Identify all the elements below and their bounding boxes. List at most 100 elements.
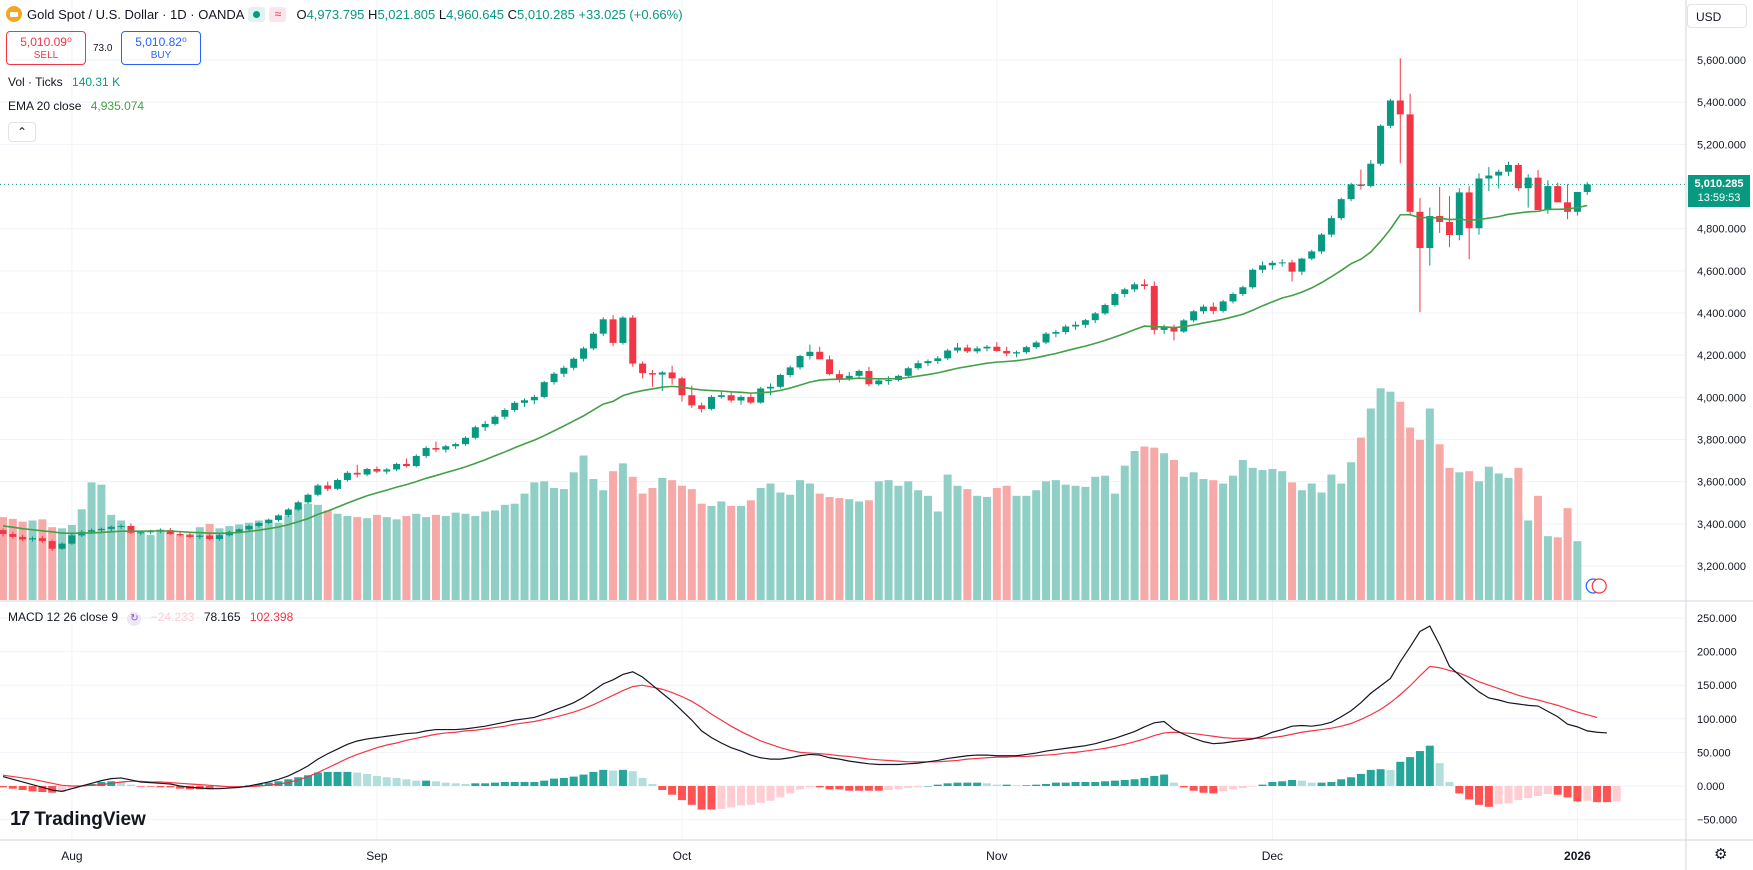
volume-bar bbox=[353, 517, 362, 600]
macd-histogram-bar bbox=[874, 786, 883, 791]
candle-body bbox=[1259, 265, 1267, 270]
volume-bar bbox=[1189, 472, 1198, 600]
candle-body bbox=[1032, 342, 1040, 348]
macd-histogram-bar bbox=[97, 781, 106, 786]
volume-bar bbox=[1120, 465, 1129, 600]
macd-histogram-bar bbox=[648, 783, 657, 786]
macd-histogram-bar bbox=[904, 786, 913, 789]
volume-bar bbox=[1415, 439, 1424, 600]
event-flag-icon bbox=[1591, 578, 1607, 594]
macd-histogram-bar bbox=[48, 786, 57, 793]
macd-histogram-bar bbox=[1563, 786, 1572, 798]
candle-body bbox=[88, 530, 96, 532]
macd-histogram-bar bbox=[1366, 769, 1375, 786]
candle-body bbox=[1199, 306, 1207, 312]
time-tick-label: Dec bbox=[1262, 849, 1283, 863]
volume-bar bbox=[1297, 490, 1306, 600]
candle-body bbox=[944, 350, 952, 359]
macd-histogram-bar bbox=[451, 783, 460, 786]
volume-bar bbox=[1081, 486, 1090, 600]
volume-bar bbox=[87, 482, 96, 600]
candle-body bbox=[501, 409, 509, 417]
macd-histogram-bar bbox=[786, 786, 795, 794]
tradingview-logo[interactable]: 17 TradingView bbox=[10, 808, 146, 831]
candle-body bbox=[402, 463, 410, 467]
sell-label: SELL bbox=[33, 50, 59, 61]
macd-histogram-bar bbox=[914, 786, 923, 788]
candle-body bbox=[324, 485, 332, 489]
candle-body bbox=[1131, 284, 1139, 290]
candle-body bbox=[737, 396, 745, 401]
volume-bar bbox=[1258, 470, 1267, 600]
volume-bar bbox=[786, 494, 795, 600]
candle-body bbox=[1436, 216, 1444, 222]
macd-histogram-bar bbox=[1248, 786, 1257, 787]
macd-histogram-bar bbox=[1120, 779, 1129, 786]
close-value: 5,010.285 bbox=[517, 6, 575, 22]
macd-label: MACD 12 26 close 9 bbox=[8, 610, 119, 624]
macd-histogram-bar bbox=[1356, 773, 1365, 786]
delayed-data-icon[interactable]: ≈ bbox=[269, 6, 287, 22]
candle-body bbox=[284, 509, 292, 516]
macd-histogram-bar bbox=[520, 781, 529, 786]
candle-body bbox=[1465, 192, 1473, 229]
macd-legend[interactable]: MACD 12 26 close 9 ↻ −24.233 78.165 102.… bbox=[8, 610, 293, 626]
price-tick-label: 3,400.000 bbox=[1697, 519, 1746, 531]
ema-label: EMA 20 close bbox=[8, 99, 82, 113]
volume-bar bbox=[363, 518, 372, 600]
chevron-up-icon[interactable]: ⌃ bbox=[8, 122, 36, 142]
candle-body bbox=[1583, 184, 1591, 192]
change-value: +33.025 (+0.66%) bbox=[578, 6, 683, 22]
settings-icon[interactable]: ⚙ bbox=[1714, 846, 1728, 863]
symbol-title[interactable]: Gold Spot / U.S. Dollar · 1D · OANDA bbox=[27, 6, 245, 22]
candle-body bbox=[1554, 186, 1562, 203]
macd-histogram-bar bbox=[1337, 779, 1346, 786]
volume-legend[interactable]: Vol · Ticks 140.31 K bbox=[8, 75, 120, 89]
macd-histogram-bar bbox=[313, 772, 322, 786]
candle-body bbox=[353, 472, 361, 475]
volume-bar bbox=[1435, 444, 1444, 600]
macd-histogram-bar bbox=[1042, 783, 1051, 786]
volume-bar bbox=[658, 477, 667, 600]
macd-histogram-bar bbox=[737, 786, 745, 806]
macd-histogram-bar bbox=[983, 783, 991, 786]
macd-histogram-bar bbox=[294, 777, 303, 786]
volume-bar bbox=[923, 495, 932, 600]
candle-body bbox=[993, 346, 1001, 351]
volume-bar bbox=[1012, 495, 1021, 600]
macd-histogram-bar bbox=[0, 786, 7, 788]
macd-histogram-bar bbox=[136, 786, 145, 787]
ema-legend[interactable]: EMA 20 close 4,935.074 bbox=[8, 99, 144, 113]
candle-body bbox=[107, 526, 115, 529]
macd-histogram-bar bbox=[1475, 786, 1483, 805]
currency-select[interactable]: USD bbox=[1687, 4, 1747, 28]
candle-body bbox=[1013, 352, 1021, 354]
volume-bar bbox=[176, 535, 185, 600]
volume-bar bbox=[343, 516, 352, 600]
candle-body bbox=[1052, 331, 1060, 334]
candle-body bbox=[68, 535, 76, 544]
candle-body bbox=[963, 347, 971, 352]
refresh-icon[interactable]: ↻ bbox=[127, 612, 142, 626]
candle-body bbox=[166, 530, 174, 534]
candle-body bbox=[1495, 171, 1503, 176]
market-open-icon[interactable] bbox=[248, 6, 266, 22]
buy-button[interactable]: 5,010.82⁰ BUY bbox=[121, 31, 201, 65]
macd-histogram-bar bbox=[864, 786, 873, 791]
macd-histogram-bar bbox=[687, 786, 696, 805]
macd-tick-label: 0.000 bbox=[1697, 781, 1725, 793]
volume-bar bbox=[1110, 493, 1119, 600]
volume-bar bbox=[1268, 468, 1277, 600]
volume-bar bbox=[1406, 427, 1415, 600]
volume-bar bbox=[864, 500, 873, 600]
macd-histogram-bar bbox=[835, 786, 844, 790]
macd-histogram-bar bbox=[540, 780, 549, 786]
macd-histogram-bar bbox=[756, 786, 765, 803]
macd-histogram-bar bbox=[825, 786, 834, 790]
macd-histogram-bar bbox=[579, 774, 588, 786]
candle-body bbox=[1062, 326, 1070, 332]
volume-bar bbox=[382, 517, 391, 600]
macd-histogram-bar bbox=[530, 781, 539, 786]
sell-button[interactable]: 5,010.09⁰ SELL bbox=[6, 31, 86, 65]
